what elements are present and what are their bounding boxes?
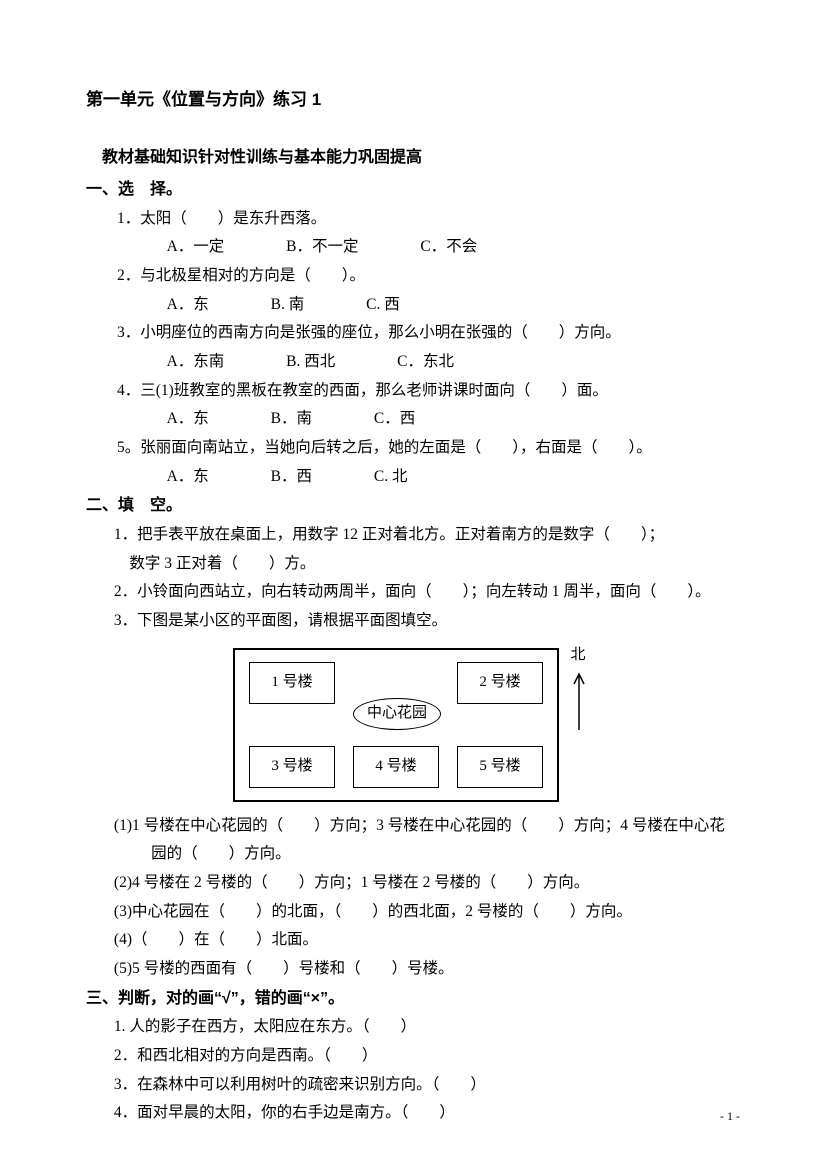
q-a5-opt-a: A．东 xyxy=(167,463,209,492)
q-a2-opts: A．东 B. 南 C. 西 xyxy=(86,291,740,320)
q-a2: 2．与北极星相对的方向是（ ）。 xyxy=(102,262,741,291)
building-4: 4 号楼 xyxy=(353,746,439,788)
page-title: 第一单元《位置与方向》练习 1 xyxy=(86,84,740,115)
q-b3: 3．下图是某小区的平面图，请根据平面图填空。 xyxy=(102,607,741,636)
page-number: - 1 - xyxy=(720,1105,740,1127)
section-c-head: 三、判断，对的画“√”，错的画“×”。 xyxy=(86,984,740,1014)
map-diagram: 1 号楼 2 号楼 中心花园 3 号楼 4 号楼 5 号楼 北 xyxy=(86,644,740,804)
q-b3-2: (2)4 号楼在 2 号楼的（ ）方向；1 号楼在 2 号楼的（ ）方向。 xyxy=(102,869,741,898)
q-a1-opts: A．一定 B．不一定 C．不会 xyxy=(86,233,740,262)
q-a1-opt-b: B．不一定 xyxy=(286,233,358,262)
q-a5-opts: A．东 B．西 C. 北 xyxy=(86,463,740,492)
q-a4-opt-c: C．西 xyxy=(374,405,415,434)
q-c3: 3．在森林中可以利用树叶的疏密来识别方向。（ ） xyxy=(102,1071,741,1100)
map-border: 1 号楼 2 号楼 中心花园 3 号楼 4 号楼 5 号楼 xyxy=(233,648,559,802)
q-b3-5: (5)5 号楼的西面有（ ）号楼和（ ）号楼。 xyxy=(102,955,741,984)
q-c1: 1. 人的影子在西方，太阳应在东方。（ ） xyxy=(102,1013,741,1042)
q-a5: 5。张丽面向南站立，当她向后转之后，她的左面是（ ），右面是（ ）。 xyxy=(102,434,741,463)
q-b3-1: (1)1 号楼在中心花园的（ ）方向；3 号楼在中心花园的（ ）方向；4 号楼在… xyxy=(102,812,741,841)
building-3: 3 号楼 xyxy=(249,746,335,788)
q-a2-opt-c: C. 西 xyxy=(366,291,400,320)
q-a5-opt-b: B．西 xyxy=(271,463,312,492)
building-1: 1 号楼 xyxy=(249,662,335,704)
q-a3-opts: A．东南 B. 西北 C．东北 xyxy=(86,348,740,377)
q-a2-opt-a: A．东 xyxy=(167,291,209,320)
q-a3-opt-b: B. 西北 xyxy=(286,348,335,377)
q-b3-3: (3)中心花园在（ ）的北面，（ ）的西北面，2 号楼的（ ）方向。 xyxy=(102,898,741,927)
q-a4-opt-b: B．南 xyxy=(271,405,312,434)
page: 第一单元《位置与方向》练习 1 教材基础知识针对性训练与基本能力巩固提高 一、选… xyxy=(0,0,826,1169)
subtitle: 教材基础知识针对性训练与基本能力巩固提高 xyxy=(86,143,740,173)
q-a4: 4．三(1)班教室的黑板在教室的西面，那么老师讲课时面向（ ）面。 xyxy=(102,377,741,406)
section-a-head: 一、选 择。 xyxy=(86,175,740,205)
q-a4-opt-a: A．东 xyxy=(167,405,209,434)
q-a5-opt-c: C. 北 xyxy=(374,463,408,492)
q-a1-opt-a: A．一定 xyxy=(167,233,225,262)
building-5: 5 号楼 xyxy=(457,746,543,788)
section-b-head: 二、填 空。 xyxy=(86,491,740,521)
q-b1: 1．把手表平放在桌面上，用数字 12 正对着北方。正对着南方的是数字（ ）； xyxy=(102,521,741,550)
building-2: 2 号楼 xyxy=(457,662,543,704)
q-a3-opt-c: C．东北 xyxy=(397,348,454,377)
q-b3-4: (4)（ ）在（ ）北面。 xyxy=(102,926,741,955)
q-b1-cont: 数字 3 正对着（ ）方。 xyxy=(86,550,740,579)
q-a2-opt-b: B. 南 xyxy=(271,291,305,320)
north-label: 北 xyxy=(567,648,589,663)
q-c4: 4．面对早晨的太阳，你的右手边是南方。（ ） xyxy=(102,1099,741,1128)
q-a1-opt-c: C．不会 xyxy=(420,233,477,262)
q-c2: 2．和西北相对的方向是西南。（ ） xyxy=(102,1042,741,1071)
q-a3: 3．小明座位的西南方向是张强的座位，那么小明在张强的（ ）方向。 xyxy=(102,319,741,348)
center-garden: 中心花园 xyxy=(353,698,441,730)
north-arrow-icon xyxy=(573,670,585,734)
q-a1: 1．太阳（ ）是东升西落。 xyxy=(102,205,741,234)
q-b2: 2．小铃面向西站立，向右转动两周半，面向（ ）；向左转动 1 周半，面向（ ）。 xyxy=(102,578,741,607)
q-b3-1-cont: 园的（ ）方向。 xyxy=(86,840,740,869)
q-a4-opts: A．东 B．南 C．西 xyxy=(86,405,740,434)
q-a3-opt-a: A．东南 xyxy=(167,348,225,377)
